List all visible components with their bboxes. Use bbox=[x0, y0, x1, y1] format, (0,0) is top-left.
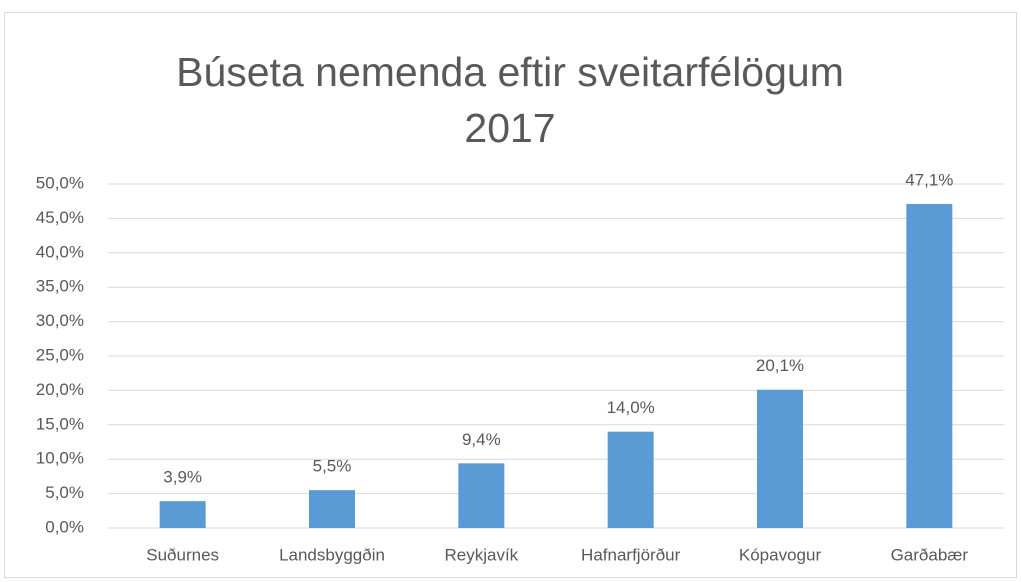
data-label: 3,9% bbox=[163, 468, 202, 487]
x-tick-label: Suðurnes bbox=[146, 545, 219, 564]
data-label: 5,5% bbox=[313, 457, 352, 476]
data-label: 14,0% bbox=[607, 398, 655, 417]
data-label: 20,1% bbox=[756, 356, 804, 375]
y-tick-label: 50,0% bbox=[36, 173, 84, 192]
bar bbox=[458, 463, 505, 528]
x-tick-label: Landsbyggðin bbox=[279, 545, 385, 564]
y-tick-label: 15,0% bbox=[36, 414, 84, 433]
x-tick-label: Garðabær bbox=[891, 545, 969, 564]
x-tick-label: Hafnarfjörður bbox=[581, 545, 681, 564]
y-tick-label: 35,0% bbox=[36, 277, 84, 296]
y-tick-label: 45,0% bbox=[36, 208, 84, 227]
y-tick-label: 30,0% bbox=[36, 311, 84, 330]
y-tick-label: 40,0% bbox=[36, 242, 84, 261]
bar bbox=[607, 431, 654, 528]
bar bbox=[309, 490, 355, 528]
x-tick-label: Kópavogur bbox=[739, 545, 822, 564]
bar bbox=[906, 203, 953, 528]
y-tick-label: 10,0% bbox=[36, 449, 84, 468]
x-tick-label: Reykjavík bbox=[444, 545, 518, 564]
data-label: 9,4% bbox=[462, 430, 501, 449]
data-label: 47,1% bbox=[905, 170, 953, 189]
y-tick-label: 0,0% bbox=[45, 517, 84, 536]
chart-border bbox=[4, 12, 1017, 578]
chart-title: Búseta nemenda eftir sveitarfélögum 2017 bbox=[176, 49, 844, 151]
y-tick-label: 25,0% bbox=[36, 345, 84, 364]
bar bbox=[757, 389, 803, 528]
bar bbox=[159, 501, 206, 528]
y-tick-label: 20,0% bbox=[36, 380, 84, 399]
y-tick-label: 5,0% bbox=[45, 483, 84, 502]
